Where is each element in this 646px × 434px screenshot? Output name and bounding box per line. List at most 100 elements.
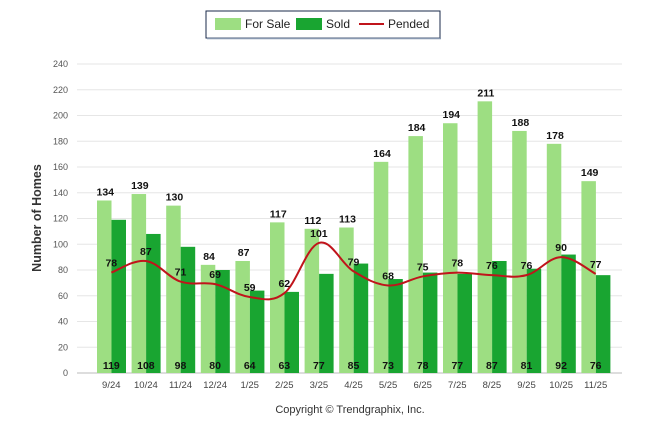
x-tick-label: 6/25 — [413, 380, 432, 391]
y-tick-label: 0 — [63, 368, 68, 378]
legend-label-sold: Sold — [326, 17, 350, 31]
data-label-pended: 76 — [521, 260, 533, 272]
x-tick-label: 5/25 — [379, 380, 398, 391]
x-tick-label: 12/24 — [203, 380, 227, 391]
bar-sold — [422, 272, 438, 373]
bar-sold — [457, 273, 472, 373]
y-tick-label: 40 — [58, 317, 68, 327]
y-tick-label: 180 — [53, 136, 68, 146]
bar-sold — [215, 270, 230, 373]
bar-for-sale — [477, 101, 493, 374]
bar-sold — [561, 254, 576, 373]
data-label-for-sale: 113 — [339, 214, 356, 226]
data-label-sold: 80 — [209, 360, 221, 372]
data-label-pended: 78 — [451, 258, 463, 270]
bar-for-sale — [339, 227, 354, 373]
legend-swatch-for-sale — [215, 18, 241, 30]
data-label-for-sale: 87 — [238, 247, 250, 259]
bars — [97, 101, 611, 374]
x-tick-label: 9/25 — [517, 380, 536, 391]
data-label-for-sale: 84 — [203, 251, 215, 263]
data-label-sold: 77 — [451, 360, 463, 372]
bar-sold — [388, 279, 403, 373]
x-axis-ticks: 9/24 10/24 11/24 12/24 1/25 2/25 3/25 4/25 5/25 6… — [102, 380, 607, 391]
data-label-sold: 92 — [555, 360, 567, 372]
data-label-pended: 76 — [486, 260, 498, 272]
data-label-pended: 87 — [140, 246, 152, 258]
bar-sold — [146, 233, 161, 373]
data-label-for-sale: 178 — [546, 130, 564, 142]
data-label-pended: 78 — [105, 258, 117, 270]
legend-swatch-sold — [296, 18, 322, 30]
legend: For Sale Sold Pended — [205, 10, 441, 40]
y-axis-label: Number of Homes — [30, 164, 44, 272]
y-tick-label: 20 — [58, 342, 68, 352]
data-label-sold: 78 — [417, 360, 429, 372]
legend-label-for-sale: For Sale — [245, 17, 291, 31]
x-tick-label: 11/25 — [584, 380, 607, 391]
data-label-sold: 87 — [486, 360, 498, 372]
y-tick-label: 80 — [58, 265, 68, 275]
bar-sold — [249, 290, 265, 373]
bar-for-sale — [166, 205, 181, 373]
data-label-for-sale: 130 — [166, 192, 184, 204]
data-labels: 134 119 139 108 130 98 84 80 87 64 117 63 112 77 113 85… — [96, 87, 601, 372]
bar-for-sale — [581, 181, 596, 373]
bar-sold — [319, 273, 334, 373]
data-label-sold: 81 — [521, 360, 533, 372]
bar-sold — [526, 268, 542, 373]
data-label-pended: 59 — [244, 282, 256, 294]
bar-for-sale — [97, 200, 112, 373]
data-label-pended: 62 — [278, 278, 290, 290]
y-axis-ticks: 0 20 40 60 80 100 120 140 160 180 200 220 240 — [53, 59, 68, 378]
data-label-pended: 77 — [590, 259, 602, 271]
data-label-for-sale: 112 — [304, 215, 321, 227]
data-label-for-sale: 188 — [512, 117, 530, 129]
data-label-pended: 75 — [417, 261, 429, 273]
legend-box — [205, 10, 441, 39]
bar-sold — [180, 246, 196, 373]
y-tick-label: 60 — [58, 291, 68, 301]
bar-for-sale — [373, 161, 389, 373]
data-label-pended: 79 — [348, 256, 360, 268]
data-label-for-sale: 149 — [581, 167, 599, 179]
data-label-for-sale: 134 — [96, 186, 114, 198]
copyright: Copyright © Trendgraphix, Inc. — [275, 404, 424, 416]
data-label-sold: 85 — [348, 360, 360, 372]
data-label-for-sale: 184 — [408, 122, 426, 134]
y-tick-label: 120 — [53, 214, 68, 224]
x-tick-label: 9/24 — [102, 380, 121, 391]
data-label-sold: 76 — [590, 360, 602, 372]
bar-for-sale — [200, 264, 216, 373]
x-tick-label: 3/25 — [310, 380, 329, 391]
data-label-sold: 73 — [382, 360, 394, 372]
data-label-for-sale: 194 — [442, 109, 460, 121]
data-label-sold: 119 — [103, 360, 120, 372]
data-label-pended: 68 — [382, 270, 394, 282]
bar-for-sale — [443, 123, 458, 373]
bar-for-sale — [235, 260, 250, 373]
bar-sold — [595, 275, 611, 373]
y-tick-label: 200 — [53, 111, 68, 121]
x-tick-label: 8/25 — [483, 380, 502, 391]
data-label-sold: 77 — [313, 360, 325, 372]
bar-for-sale — [304, 228, 320, 373]
data-label-for-sale: 139 — [131, 180, 149, 192]
bar-sold — [111, 219, 126, 373]
data-label-sold: 63 — [278, 360, 290, 372]
pended-line-group — [110, 241, 597, 301]
data-label-pended: 101 — [310, 228, 328, 240]
x-tick-label: 10/24 — [134, 380, 158, 391]
x-tick-label: 1/25 — [240, 380, 259, 391]
data-label-sold: 108 — [137, 360, 155, 372]
x-tick-label: 10/25 — [549, 380, 573, 391]
bar-for-sale — [512, 130, 527, 373]
bar-sold — [353, 263, 369, 373]
data-label-for-sale: 164 — [373, 148, 391, 160]
y-tick-label: 100 — [53, 239, 68, 249]
x-tick-label: 7/25 — [448, 380, 467, 391]
data-label-sold: 64 — [244, 360, 256, 372]
bar-for-sale — [131, 194, 147, 373]
data-label-for-sale: 117 — [270, 208, 287, 220]
